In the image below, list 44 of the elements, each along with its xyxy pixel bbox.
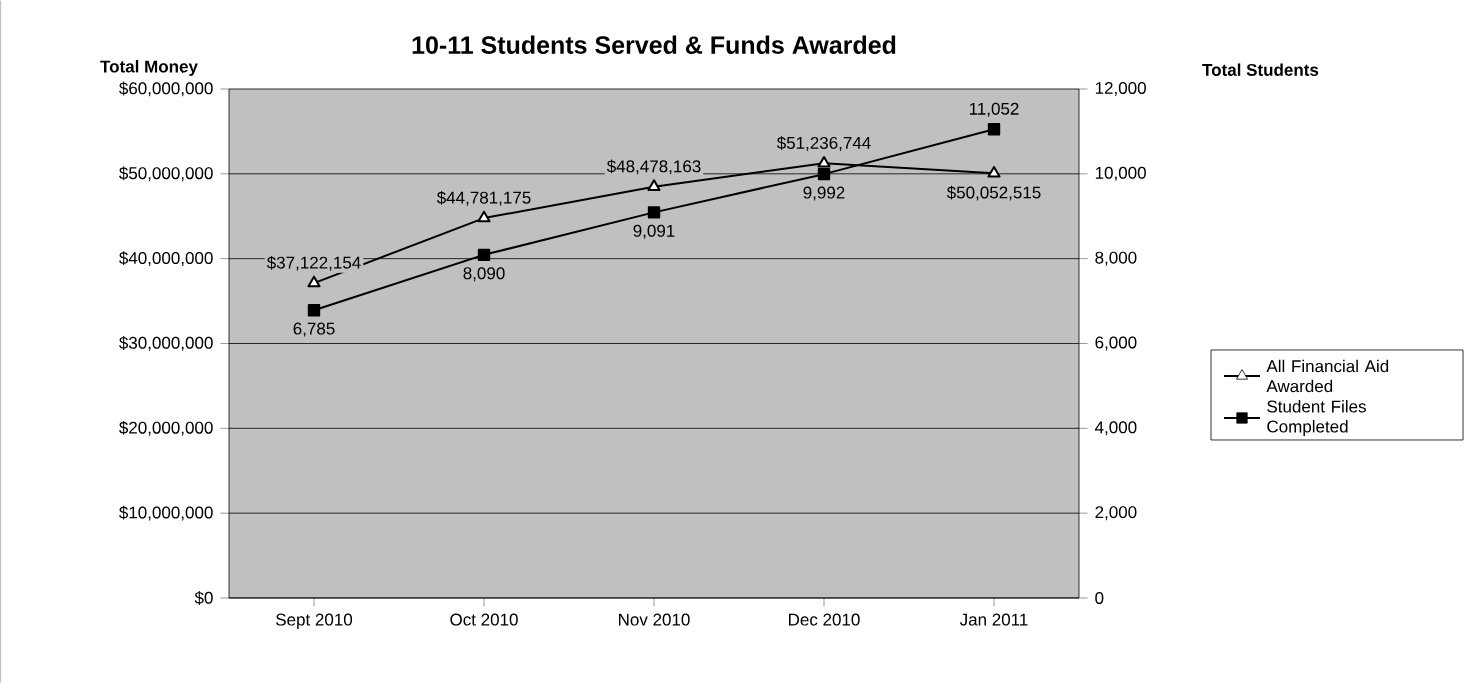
x-tick-label: Dec 2010	[789, 613, 860, 626]
x-tick-label: Nov 2010	[619, 613, 690, 626]
y-tick-label: $0	[194, 591, 213, 605]
y2-tick-label: 12,000	[1095, 81, 1146, 96]
x-tick-label: Oct 2010	[450, 613, 518, 626]
y-axis-title: Total Money	[100, 60, 198, 76]
point	[477, 210, 491, 223]
point	[987, 165, 1001, 178]
point	[817, 155, 831, 168]
y-tick-label: $50,000,000	[119, 166, 213, 182]
data-label: $50,052,515	[946, 185, 1041, 201]
point	[817, 167, 831, 181]
chart-title: 10-11 Students Served & Funds Awarded	[412, 35, 896, 54]
data-label: $37,122,154	[266, 255, 361, 271]
data-label: $51,236,744	[776, 136, 871, 151]
point	[307, 303, 321, 317]
data-label: 6,785	[293, 322, 335, 337]
x-tick-label: Jan 2011	[959, 613, 1028, 626]
point	[307, 275, 321, 288]
y2-tick-label: 2,000	[1095, 506, 1137, 521]
data-label: 8,090	[463, 267, 505, 282]
point	[647, 179, 661, 191]
point	[647, 206, 661, 219]
y2-axis-title: Total Students	[1202, 63, 1319, 76]
y-tick-label: $40,000,000	[119, 251, 213, 267]
y2-tick-label: 8,000	[1095, 251, 1137, 266]
y2-tick-label: 6,000	[1095, 336, 1137, 351]
y-tick-label: $30,000,000	[119, 336, 213, 351]
data-label: 9,091	[633, 224, 675, 239]
y-tick-label: $20,000,000	[119, 420, 213, 436]
legend-label: All Financial Aid Awarded	[1266, 359, 1389, 393]
data-label: 9,992	[803, 186, 845, 201]
point	[477, 248, 491, 262]
data-label: $48,478,163	[606, 159, 701, 175]
legend-label: Student Files Completed	[1267, 400, 1366, 436]
y-tick-label: $10,000,000	[119, 505, 213, 521]
y2-tick-label: 0	[1095, 591, 1104, 604]
y-tick-label: $60,000,000	[119, 81, 213, 97]
data-label: $44,781,175	[436, 190, 531, 206]
point	[987, 123, 1001, 136]
x-tick-label: Sept 2010	[276, 613, 353, 629]
y2-tick-label: 10,000	[1095, 166, 1146, 181]
y2-tick-label: 4,000	[1094, 421, 1137, 436]
data-label: 11,052	[969, 102, 1019, 117]
